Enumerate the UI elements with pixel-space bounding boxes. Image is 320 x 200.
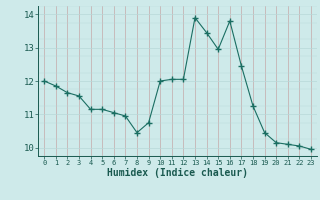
- X-axis label: Humidex (Indice chaleur): Humidex (Indice chaleur): [107, 168, 248, 178]
